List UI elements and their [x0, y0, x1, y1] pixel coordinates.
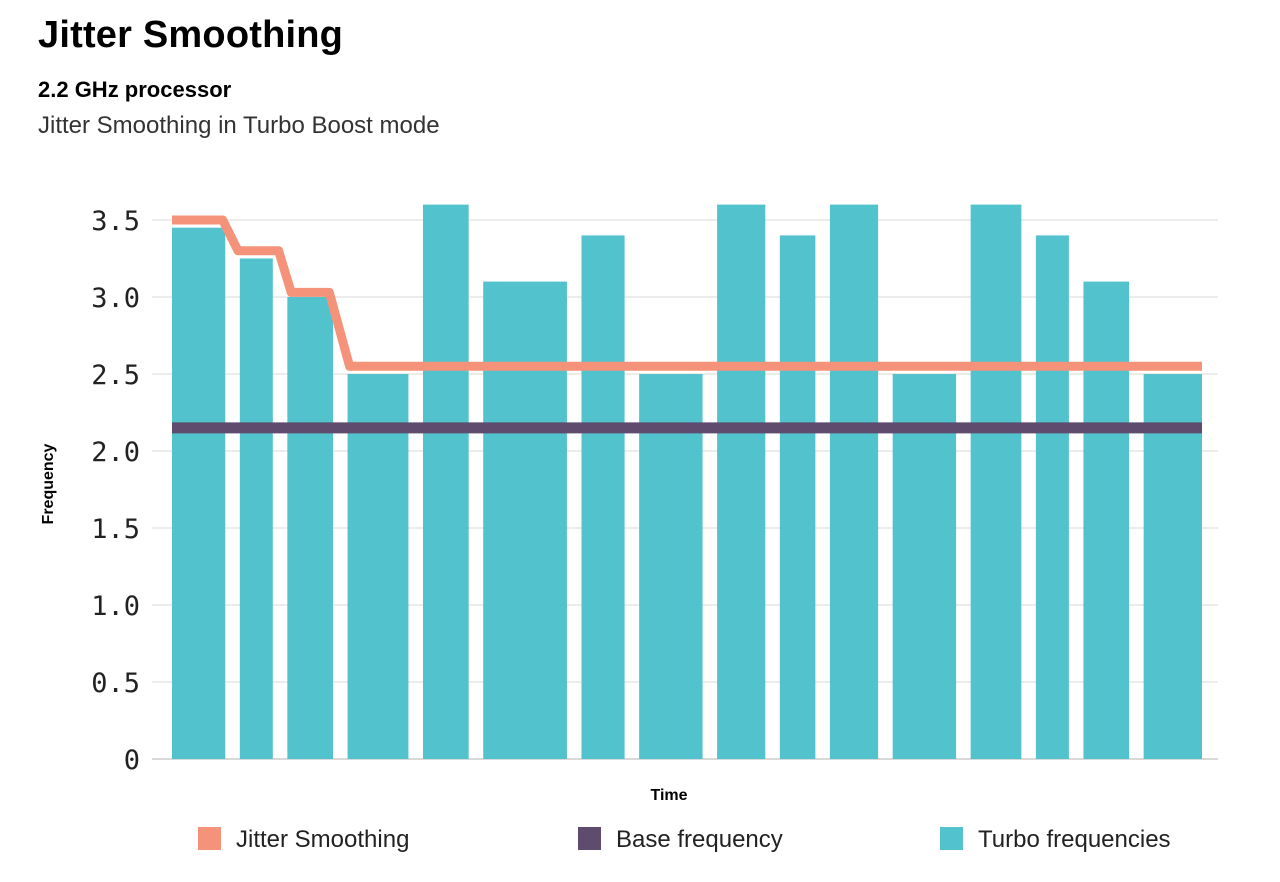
- y-tick-label: 2.5: [91, 360, 140, 391]
- turbo-bar: [1143, 374, 1202, 759]
- turbo-bar: [639, 374, 703, 759]
- legend-swatch: [198, 827, 221, 850]
- turbo-bar: [239, 258, 273, 759]
- y-tick-label: 2.0: [91, 437, 140, 468]
- y-axis-ticks: 0 0.5 1.0 1.5 2.0 2.5 3.0 3.5: [91, 206, 140, 776]
- turbo-bar: [422, 204, 469, 760]
- turbo-bar: [347, 374, 409, 759]
- legend-swatch: [940, 827, 963, 850]
- y-tick-label: 3.5: [91, 206, 140, 237]
- y-tick-label: 1.0: [91, 591, 140, 622]
- legend: Jitter Smoothing Base frequency Turbo freq…: [198, 826, 1171, 853]
- turbo-bar: [483, 281, 567, 759]
- legend-label: Turbo frequencies: [978, 826, 1171, 853]
- x-axis-label: Time: [650, 787, 687, 804]
- turbo-bar: [892, 374, 957, 759]
- y-tick-label: 0: [124, 745, 140, 776]
- turbo-bar: [1083, 281, 1130, 759]
- legend-turbo-frequencies: Turbo frequencies: [940, 826, 1171, 853]
- legend-base-frequency: Base frequency: [578, 826, 783, 853]
- legend-jitter-smoothing: Jitter Smoothing: [198, 826, 409, 853]
- legend-label: Base frequency: [616, 826, 783, 853]
- turbo-bar: [287, 297, 334, 759]
- turbo-bar: [172, 227, 226, 759]
- legend-label: Jitter Smoothing: [236, 826, 409, 853]
- turbo-bar: [1035, 235, 1069, 759]
- y-tick-label: 0.5: [91, 668, 140, 699]
- turbo-bar: [581, 235, 625, 759]
- turbo-bar: [717, 204, 766, 760]
- turbo-bars: [172, 204, 1202, 760]
- turbo-bar: [829, 204, 879, 760]
- y-tick-label: 1.5: [91, 514, 140, 545]
- turbo-bar: [970, 204, 1022, 760]
- legend-swatch: [578, 827, 601, 850]
- jitter-smoothing-line: [172, 215, 1202, 371]
- chart-title: Jitter Smoothing: [38, 14, 344, 56]
- chart-description: Jitter Smoothing in Turbo Boost mode: [38, 112, 440, 139]
- y-axis-label: Frequency: [40, 443, 57, 524]
- y-tick-label: 3.0: [91, 283, 140, 314]
- chart-subtitle: 2.2 GHz processor: [38, 77, 232, 102]
- turbo-bar: [779, 235, 816, 759]
